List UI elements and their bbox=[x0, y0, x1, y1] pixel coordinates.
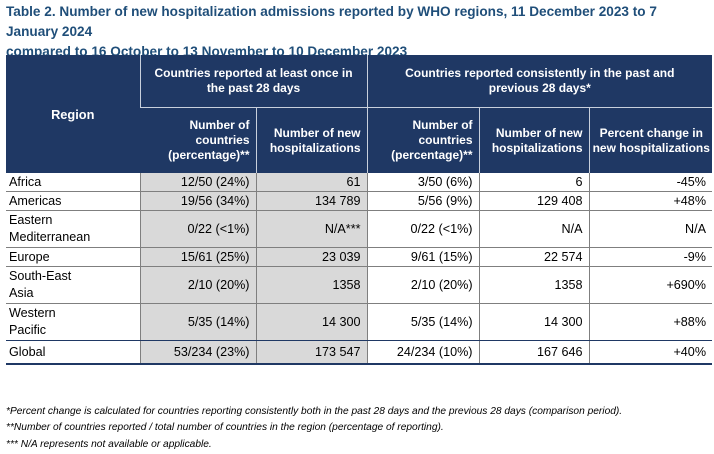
header-g2-percent-change-line: new hospitalizations bbox=[592, 140, 710, 155]
header-group-reported-once-line-2: the past 28 days bbox=[206, 81, 301, 95]
g2-percent-change-cell: -45% bbox=[588, 173, 713, 192]
g1-countries-cell: 0/22 (<1%) bbox=[139, 210, 256, 248]
region-cell: Americas bbox=[6, 191, 140, 211]
g2-countries-cell: 0/22 (<1%) bbox=[366, 210, 480, 248]
footnote-number-of-countries: **Number of countries reported / total n… bbox=[6, 422, 444, 434]
g1-hospitalizations-cell: 1358 bbox=[255, 266, 368, 304]
g2-percent-change-cell: +690% bbox=[588, 266, 713, 304]
g1-countries-cell: 12/50 (24%) bbox=[139, 173, 256, 192]
g1-hospitalizations-cell: 173 547 bbox=[255, 340, 368, 365]
header-g1-hospitalizations-line: Number of new bbox=[273, 125, 361, 140]
header-g1-countries-line: Number of bbox=[189, 118, 250, 132]
header-g2-percent-change-line: Percent change in bbox=[599, 125, 703, 140]
region-cell: Global bbox=[6, 340, 140, 365]
region-name: Global bbox=[9, 344, 46, 359]
table-title-line-1: Table 2. Number of new hospitalization a… bbox=[6, 4, 657, 39]
g1-hospitalizations-cell: N/A*** bbox=[255, 210, 368, 248]
header-g2-countries: Number of countries (percentage)** bbox=[366, 107, 480, 173]
region-cell: Eastern Mediterranean bbox=[6, 210, 140, 248]
g2-countries-cell: 5/35 (14%) bbox=[366, 303, 480, 341]
header-g2-hospitalizations: Number of new hospitalizations bbox=[478, 107, 590, 173]
region-name-line: Mediterranean bbox=[9, 230, 91, 244]
g2-percent-change-cell: +88% bbox=[588, 303, 713, 341]
footnotes: *Percent change is calculated for countr… bbox=[6, 404, 712, 453]
g2-hospitalizations-cell: N/A bbox=[478, 210, 590, 248]
region-name-line: Eastern bbox=[9, 213, 53, 227]
header-group-reported-consistently-line-1: Countries reported consistently in the p… bbox=[405, 66, 675, 80]
table-row: Africa 12/50 (24%) 61 3/50 (6%) 6 -45% bbox=[6, 173, 713, 192]
g1-hospitalizations-cell: 23 039 bbox=[255, 247, 368, 267]
header-group-reported-once: Countries reported at least once in the … bbox=[139, 55, 368, 108]
header-group-reported-once-line-1: Countries reported at least once in bbox=[154, 66, 353, 80]
region-cell: South-East Asia bbox=[6, 266, 140, 304]
header-group-reported-consistently: Countries reported consistently in the p… bbox=[366, 55, 713, 108]
region-name: Africa bbox=[9, 174, 42, 189]
g2-countries-cell: 2/10 (20%) bbox=[366, 266, 480, 304]
g1-countries-cell: 15/61 (25%) bbox=[139, 247, 256, 267]
region-cell: Western Pacific bbox=[6, 303, 140, 341]
header-g2-hospitalizations-line: hospitalizations bbox=[491, 140, 583, 155]
header-group-reported-consistently-line-2: previous 28 days* bbox=[488, 81, 591, 95]
region-cell: Africa bbox=[6, 173, 140, 192]
table-row: South-East Asia 2/10 (20%) 1358 2/10 (20… bbox=[6, 266, 713, 304]
g2-countries-cell: 24/234 (10%) bbox=[366, 340, 480, 365]
g2-hospitalizations-cell: 22 574 bbox=[478, 247, 590, 267]
header-g2-countries-line: Number of bbox=[412, 118, 473, 132]
g2-countries-cell: 5/56 (9%) bbox=[366, 191, 480, 211]
header-g2-hospitalizations-line: Number of new bbox=[495, 125, 583, 140]
g2-percent-change-cell: N/A bbox=[588, 210, 713, 248]
g2-countries-cell: 3/50 (6%) bbox=[366, 173, 480, 192]
header-g1-hospitalizations-line: hospitalizations bbox=[269, 140, 361, 155]
g2-percent-change-cell: -9% bbox=[588, 247, 713, 267]
table-title: Table 2. Number of new hospitalization a… bbox=[6, 2, 712, 62]
footnote-na: *** N/A represents not available or appl… bbox=[6, 438, 212, 450]
header-g2-countries-line: (percentage)** bbox=[391, 148, 473, 162]
header-region: Region bbox=[6, 55, 140, 173]
region-name-line: Asia bbox=[9, 286, 34, 300]
table-row-global: Global 53/234 (23%) 173 547 24/234 (10%)… bbox=[6, 340, 713, 365]
region-name: Europe bbox=[9, 249, 50, 264]
region-name-line: South-East bbox=[9, 269, 72, 283]
g2-hospitalizations-cell: 167 646 bbox=[478, 340, 590, 365]
g1-countries-cell: 5/35 (14%) bbox=[139, 303, 256, 341]
header-g1-hospitalizations: Number of new hospitalizations bbox=[255, 107, 368, 173]
footnote-percent-change: *Percent change is calculated for countr… bbox=[6, 406, 623, 417]
g1-hospitalizations-cell: 61 bbox=[255, 173, 368, 192]
header-g1-countries-line: (percentage)** bbox=[168, 148, 250, 162]
g2-hospitalizations-cell: 6 bbox=[478, 173, 590, 192]
header-g2-countries-line: countries bbox=[418, 133, 473, 147]
table-row: Eastern Mediterranean 0/22 (<1%) N/A*** … bbox=[6, 210, 713, 248]
region-name-line: Western bbox=[9, 306, 56, 320]
g1-countries-cell: 53/234 (23%) bbox=[139, 340, 256, 365]
g1-countries-cell: 19/56 (34%) bbox=[139, 191, 256, 211]
g1-hospitalizations-cell: 14 300 bbox=[255, 303, 368, 341]
g2-percent-change-cell: +40% bbox=[588, 340, 713, 365]
g2-hospitalizations-cell: 14 300 bbox=[478, 303, 590, 341]
header-g1-countries: Number of countries (percentage)** bbox=[140, 107, 256, 173]
table-row: Western Pacific 5/35 (14%) 14 300 5/35 (… bbox=[6, 303, 713, 341]
table-row: Americas 19/56 (34%) 134 789 5/56 (9%) 1… bbox=[6, 191, 713, 211]
g2-percent-change-cell: +48% bbox=[588, 191, 713, 211]
g2-hospitalizations-cell: 1358 bbox=[478, 266, 590, 304]
header-g2-percent-change: Percent change in new hospitalizations bbox=[588, 107, 713, 173]
g1-countries-cell: 2/10 (20%) bbox=[139, 266, 256, 304]
header-g1-countries-line: countries bbox=[195, 133, 250, 147]
g2-hospitalizations-cell: 129 408 bbox=[478, 191, 590, 211]
table-row: Europe 15/61 (25%) 23 039 9/61 (15%) 22 … bbox=[6, 247, 713, 267]
region-name-line: Pacific bbox=[9, 323, 47, 337]
hospitalization-table: Region Countries reported at least once … bbox=[6, 55, 713, 365]
region-cell: Europe bbox=[6, 247, 140, 267]
region-name: Americas bbox=[9, 193, 62, 208]
g2-countries-cell: 9/61 (15%) bbox=[366, 247, 480, 267]
g1-hospitalizations-cell: 134 789 bbox=[255, 191, 368, 211]
